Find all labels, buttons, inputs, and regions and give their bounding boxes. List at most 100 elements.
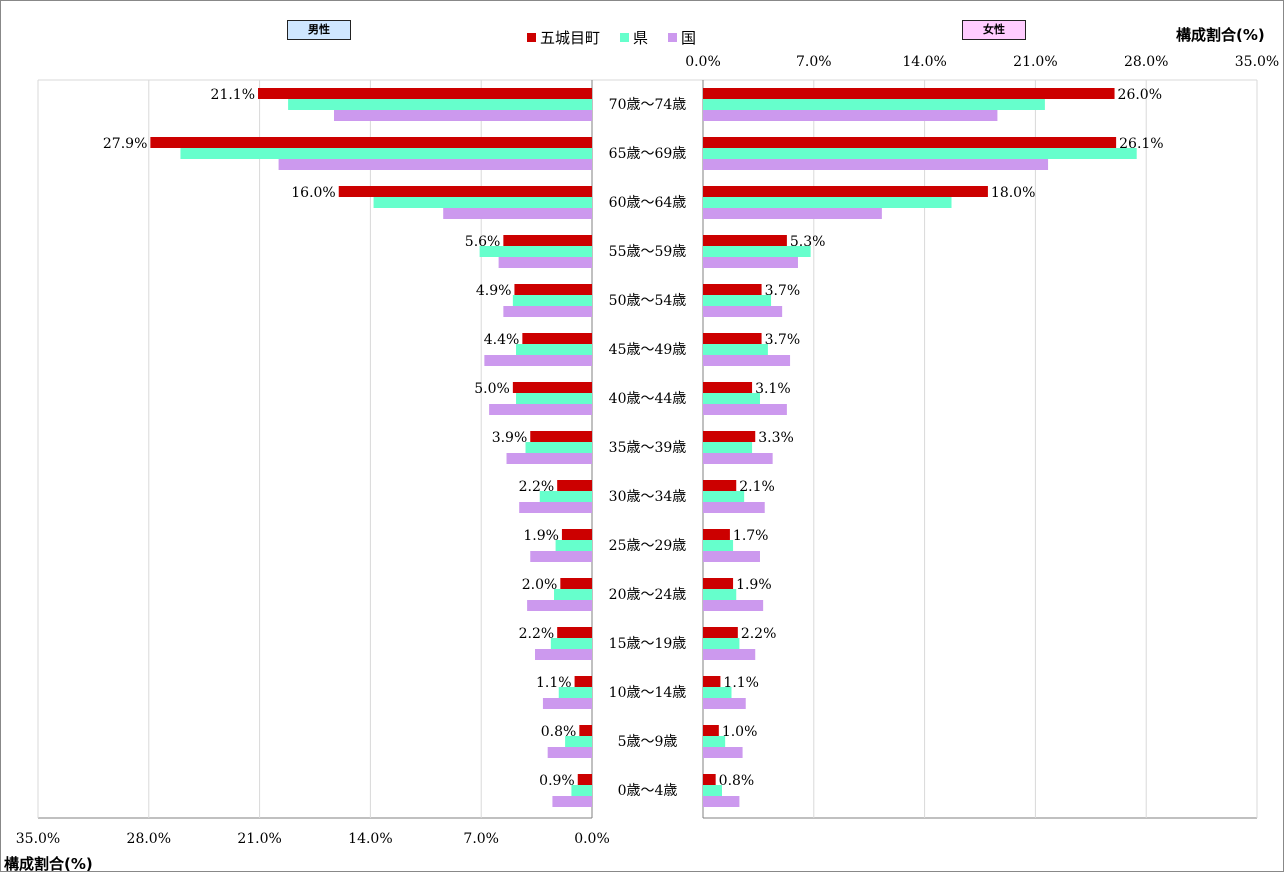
male-bar [512,295,592,306]
female-bar [703,355,791,366]
female-bar [703,442,753,453]
female-bar [703,687,732,698]
female-bar [703,284,762,295]
male-bar [498,257,592,268]
female-bar [703,540,734,551]
female-bar [703,148,1137,159]
female-data-label: 3.7% [765,332,801,348]
male-bar [484,355,592,366]
male-bar [561,529,592,540]
male-label: 男性 [287,20,351,40]
female-bar [703,88,1115,99]
male-bar [150,137,592,148]
male-bar [258,88,592,99]
female-data-label: 1.0% [722,724,758,740]
category-label: 5歳～9歳 [618,734,678,750]
female-bar [703,431,756,442]
male-data-label: 2.2% [519,626,555,642]
female-bar [703,589,737,600]
category-label: 55歳～59歳 [609,244,687,260]
axis-title-bottom: 構成割合(%) [4,855,93,873]
female-data-label: 1.7% [733,528,769,544]
female-data-label: 26.1% [1119,136,1163,152]
female-data-label: 2.1% [739,479,775,495]
male-bar [479,246,592,257]
female-bar [703,137,1117,148]
category-label: 40歳～44歳 [609,391,687,407]
female-bar [703,295,772,306]
male-tick-label: 28.0% [127,831,171,847]
female-bar [703,159,1049,170]
male-bar [288,99,592,110]
legend-label-town: 五城目町 [540,28,601,47]
male-bar [525,442,592,453]
female-tick-label: 35.0% [1235,54,1279,70]
male-bar [574,676,592,687]
male-data-label: 4.4% [484,332,520,348]
male-bar [579,725,592,736]
female-tick-label: 7.0% [796,54,832,70]
male-tick-label: 7.0% [463,831,499,847]
female-bar [703,649,756,660]
female-bar [703,785,722,796]
female-label: 女性 [962,20,1026,40]
male-data-label: 2.0% [522,577,558,593]
chart-legend: 五城目町 県 国 [527,27,696,47]
female-bar [703,600,764,611]
female-bar [703,186,988,197]
male-bar [338,186,592,197]
legend-swatch-nation [668,32,678,42]
male-bar [557,480,592,491]
male-bar [571,785,592,796]
male-bar [514,284,592,295]
category-label: 60歳～64歳 [609,195,687,211]
female-bar [703,197,952,208]
male-bar [560,578,592,589]
female-bar [703,344,768,355]
legend-label-prefecture: 県 [633,28,649,47]
category-label: 25歳～29歳 [609,538,687,554]
female-data-label: 18.0% [991,185,1035,201]
legend-item-nation: 国 [668,27,696,48]
female-data-label: 1.1% [723,675,759,691]
female-bar [703,99,1045,110]
male-data-label: 16.0% [291,185,335,201]
male-bar [527,600,592,611]
male-data-label: 0.9% [539,773,575,789]
female-data-label: 3.3% [758,430,794,446]
female-bar [703,774,716,785]
female-tick-label: 21.0% [1013,54,1057,70]
legend-item-prefecture: 県 [620,27,648,48]
male-tick-label: 35.0% [16,831,60,847]
male-data-label: 4.9% [476,283,512,299]
male-data-label: 21.1% [211,87,255,103]
female-bar [703,529,730,540]
category-label: 30歳～34歳 [609,489,687,505]
female-bar [703,638,740,649]
male-bar [539,491,592,502]
male-tick-label: 14.0% [348,831,392,847]
male-bar [577,774,592,785]
male-bar [503,306,592,317]
category-label: 35歳～39歳 [609,440,687,456]
female-bar [703,736,726,747]
male-bar [489,404,592,415]
male-bar [516,344,592,355]
male-data-label: 0.8% [541,724,577,740]
male-bar [519,502,592,513]
male-bar [550,638,592,649]
male-bar [547,747,592,758]
category-label: 20歳～24歳 [609,587,687,603]
female-bar [703,747,743,758]
category-label: 45歳～49歳 [609,342,687,358]
male-data-label: 1.1% [536,675,572,691]
male-bar [552,796,592,807]
male-data-label: 3.9% [492,430,528,446]
female-bar [703,796,740,807]
male-data-label: 5.6% [465,234,501,250]
male-data-label: 27.9% [103,136,147,152]
male-bar [530,551,592,562]
male-bar [530,431,592,442]
